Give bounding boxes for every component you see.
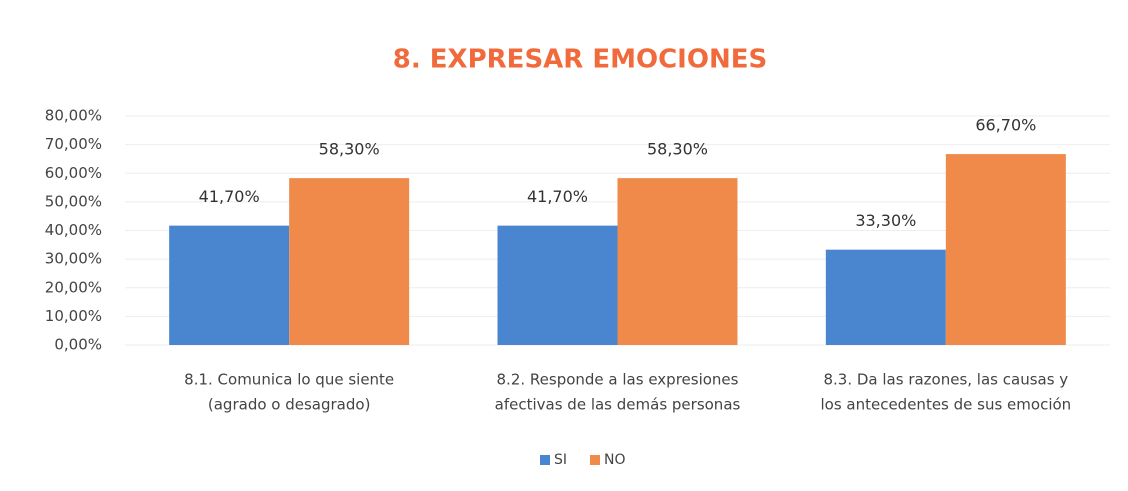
y-tick-label: 40,00% [45, 221, 102, 239]
value-label: 41,70% [527, 187, 588, 206]
x-tick-label: los antecedentes de sus emoción [820, 396, 1071, 414]
y-tick-label: 60,00% [45, 164, 102, 182]
x-tick-label: 8.2. Responde a las expresiones [497, 371, 739, 389]
bar [825, 249, 946, 345]
bar [497, 225, 618, 345]
bar [617, 178, 738, 345]
value-label: 33,30% [855, 211, 916, 230]
y-tick-label: 20,00% [45, 278, 102, 296]
x-tick-label: afectivas de las demás personas [495, 396, 741, 414]
legend-label: NO [604, 452, 626, 468]
bar [945, 154, 1066, 345]
legend-label: SI [554, 452, 567, 468]
value-label: 58,30% [319, 140, 380, 159]
y-tick-label: 30,00% [45, 250, 102, 268]
y-tick-label: 50,00% [45, 192, 102, 210]
value-label: 66,70% [975, 116, 1036, 135]
bar [289, 178, 410, 345]
y-tick-label: 70,00% [45, 135, 102, 153]
x-tick-label: 8.3. Da las razones, las causas y [823, 371, 1068, 389]
y-tick-label: 10,00% [45, 307, 102, 325]
y-tick-label: 80,00% [45, 107, 102, 125]
y-tick-label: 0,00% [54, 336, 102, 354]
x-tick-label: 8.1. Comunica lo que siente [184, 371, 394, 389]
bar [169, 225, 290, 345]
value-label: 58,30% [647, 140, 708, 159]
chart-title: 8. EXPRESAR EMOCIONES [393, 45, 767, 75]
legend-swatch [590, 455, 600, 465]
x-tick-label: (agrado o desagrado) [208, 396, 371, 414]
legend-swatch [540, 455, 550, 465]
value-label: 41,70% [199, 187, 260, 206]
